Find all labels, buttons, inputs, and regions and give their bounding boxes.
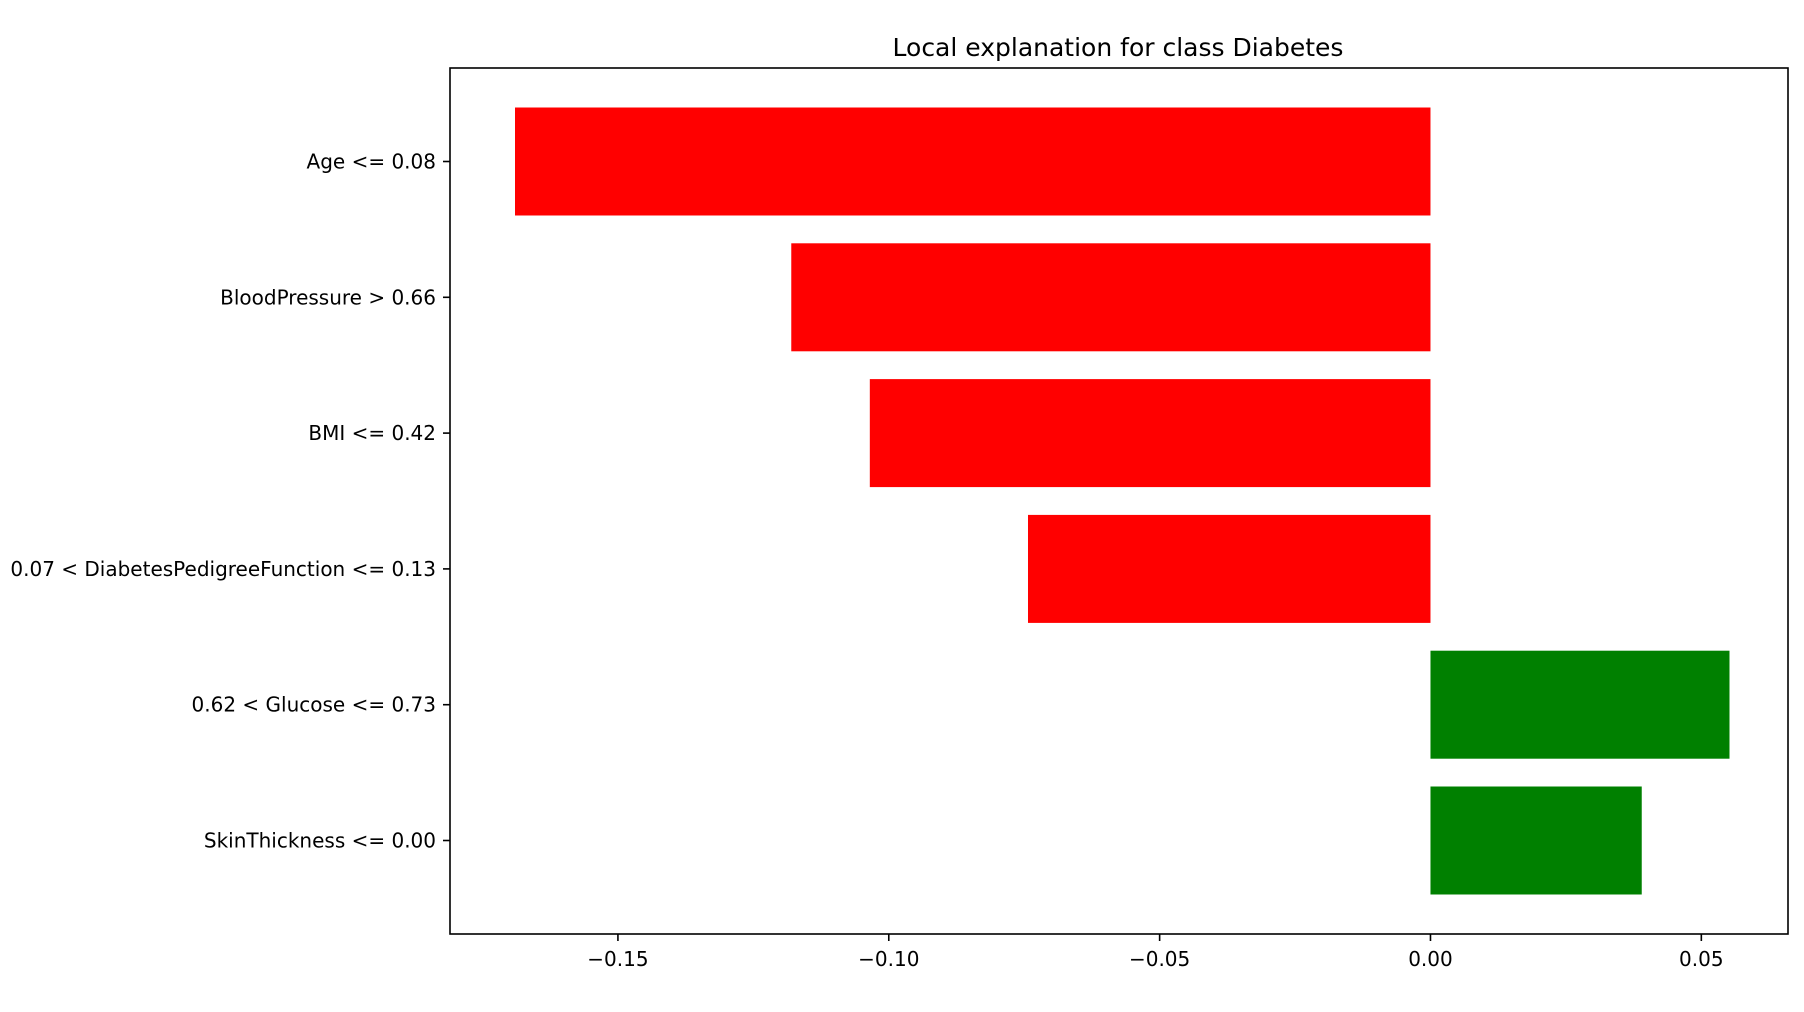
x-tick-label: 0.05 (1679, 947, 1724, 971)
y-tick-label: Age <= 0.08 (307, 150, 436, 174)
x-tick-label: −0.05 (1129, 947, 1190, 971)
y-tick-label: 0.07 < DiabetesPedigreeFunction <= 0.13 (10, 557, 436, 581)
chart-title: Local explanation for class Diabetes (893, 33, 1344, 62)
bars-layer (515, 107, 1730, 895)
x-tick-label: −0.10 (858, 947, 919, 971)
bar (515, 107, 1431, 216)
plot-frame (449, 67, 1789, 935)
y-tick-label: SkinThickness <= 0.00 (204, 829, 436, 853)
y-tick-label: 0.62 < Glucose <= 0.73 (192, 693, 436, 717)
y-tick-label: BloodPressure > 0.66 (220, 285, 436, 309)
bar (869, 379, 1431, 488)
x-axis: −0.15 −0.10 −0.05 0.00 0.05 (587, 934, 1724, 971)
x-tick-label: 0.00 (1408, 947, 1453, 971)
bar (1430, 650, 1730, 759)
bar (791, 243, 1431, 352)
bar (1430, 786, 1642, 895)
x-tick-label: −0.15 (587, 947, 648, 971)
bar (1027, 514, 1431, 623)
y-axis: Age <= 0.08 BloodPressure > 0.66 BMI <= 0.… (10, 150, 450, 853)
y-tick-label: BMI <= 0.42 (308, 421, 436, 445)
